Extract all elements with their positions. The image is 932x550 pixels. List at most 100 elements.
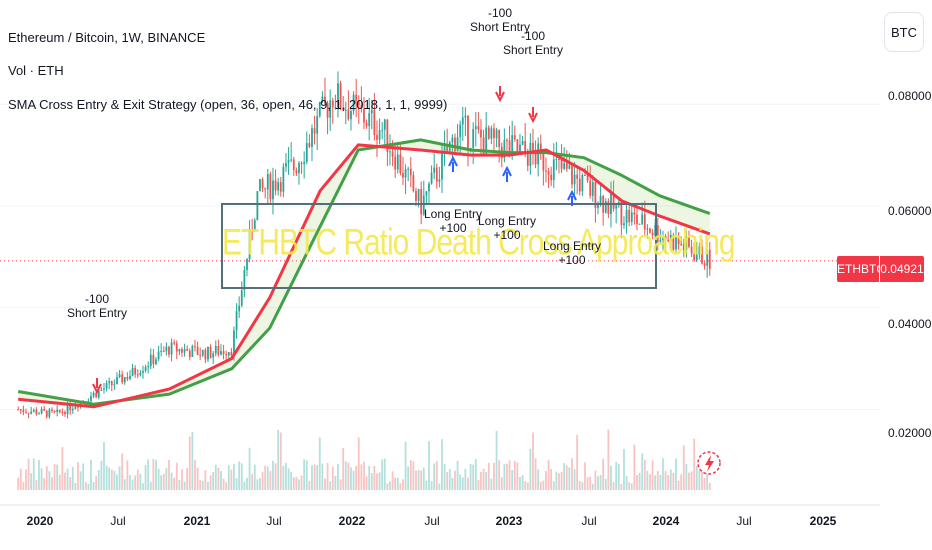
volume-bar [331,466,334,490]
candle-body [318,101,321,117]
volume-bar [662,458,664,490]
long-entry-label-3: Long Entry +100 [542,239,602,267]
candle-body [571,165,573,185]
candle-body [628,209,631,222]
volume-bar [74,483,77,490]
volume-bar [274,463,277,490]
volume-bar [467,477,469,490]
volume-bar [191,432,194,490]
volume-bar [256,479,259,490]
candle-body [19,409,22,411]
volume-bar [170,472,173,490]
volume-bar [649,474,651,490]
volume-bar [45,466,48,490]
candle-body [230,352,233,356]
x-tick-label: Jul [110,514,126,528]
volume-bar [394,477,397,490]
candle-body [599,195,602,206]
volume-bar [196,467,199,490]
candle-body [451,137,454,143]
volume-bar [337,464,339,490]
candle-body [467,115,469,150]
candle-body [58,409,61,412]
volume-bar [573,469,576,490]
candle-body [191,346,194,357]
volume-bar [188,436,191,490]
volume-bar [357,437,360,490]
candle-body [487,127,490,139]
volume-bar [269,470,272,490]
volume-bar [584,462,586,490]
volume-bar [259,478,261,490]
volume-bar [321,463,324,490]
candle-body [225,354,228,356]
volume-bar [482,468,485,490]
candle-body [162,350,165,352]
currency-button[interactable]: BTC [884,12,924,52]
candle-body [292,159,295,171]
volume-bar [581,482,584,490]
volume-bar [519,476,521,490]
candle-body [334,107,337,109]
candle-body [417,188,420,201]
candle-body [672,235,675,250]
volume-bar [672,473,675,490]
candle-body [438,179,441,182]
candle-body [404,169,407,178]
candle-body [113,384,116,386]
candle-body [474,126,477,129]
volume-bar [243,481,246,490]
candle-body [64,412,66,415]
volume-bar [344,461,347,490]
candle-body [277,182,280,191]
candle-body [165,346,168,352]
candle-body [584,174,586,176]
candle-body [656,224,659,242]
candle-body [144,367,147,371]
candle-body [116,377,118,385]
candle-body [300,162,303,164]
candle-body [402,172,404,178]
volume-bar [295,476,298,490]
volume-bar [233,464,235,490]
volume-bar [430,481,433,490]
volume-bar [628,482,631,490]
sma-band-fill [18,139,710,407]
volume-bar [178,479,181,490]
volume-bar [675,458,677,490]
volume-bar [698,470,701,490]
volume-bar [287,468,290,490]
volume-bar [633,444,636,490]
candle-body [459,124,462,138]
sma-slow-line [17,138,711,406]
volume-bar [298,479,300,490]
candle-body [552,159,555,181]
volume-bar [373,465,376,490]
candle-body [311,128,313,147]
candle-body [108,381,111,383]
candle-body [441,151,443,180]
volume-bar [209,475,212,490]
candle-body [173,342,176,344]
candle-body [589,180,592,196]
volume-bar [225,482,228,490]
volume-bar [693,438,696,490]
candle-body [446,146,449,153]
volume-bar [625,476,628,490]
volume-bar [248,447,251,490]
candle-body [435,167,438,182]
candle-body [407,168,410,170]
candle-body [321,96,324,102]
candle-body [560,159,563,169]
candle-body [685,237,688,250]
candle-body [383,119,386,130]
candle-body [131,368,134,376]
volume-bar [334,475,337,490]
volume-bar [701,467,703,490]
candle-body [129,375,131,380]
short-entry-label-1: -100 Short Entry [66,292,128,320]
candle-body [147,366,150,368]
candle-body [477,126,480,130]
candle-body [207,346,209,360]
